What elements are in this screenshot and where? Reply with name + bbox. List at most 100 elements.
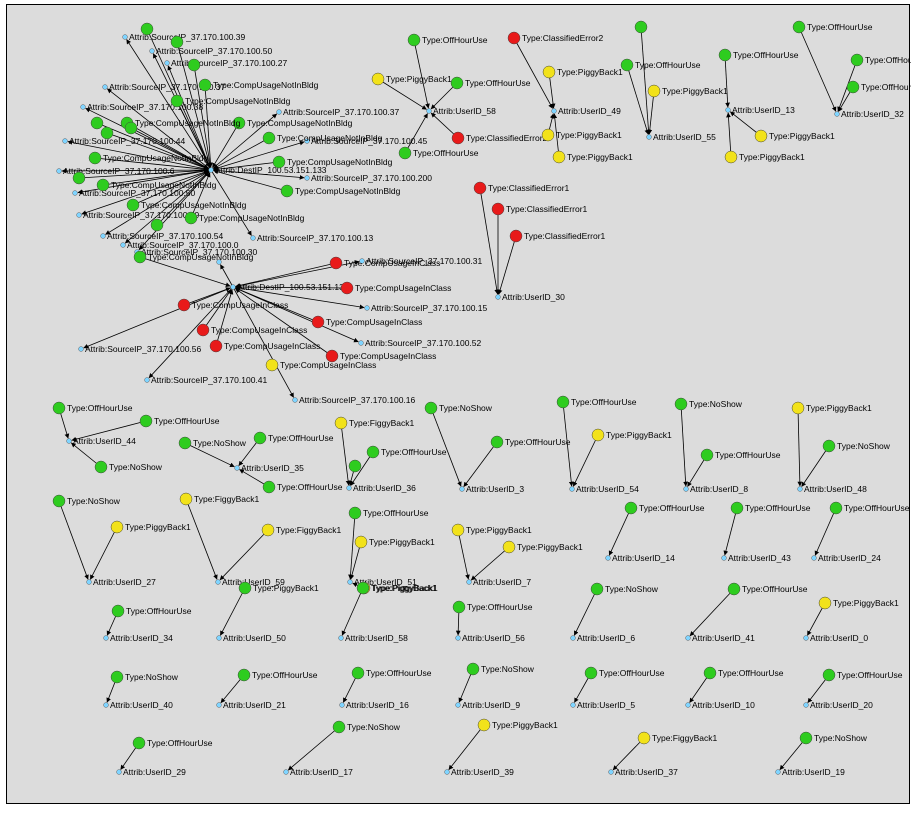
yellow-circle-icon[interactable]	[354, 535, 368, 549]
green-circle-icon[interactable]	[170, 35, 184, 49]
attrib-node[interactable]: Attrib:UserID_56	[455, 633, 526, 643]
red-circle-icon[interactable]	[209, 339, 223, 353]
green-circle-icon[interactable]	[124, 121, 138, 135]
attrib-node[interactable]: Attrib:UserID_19	[775, 767, 846, 777]
attrib-dot-icon[interactable]	[122, 34, 128, 40]
green-circle-icon[interactable]	[356, 581, 370, 595]
green-circle-icon[interactable]	[126, 198, 140, 212]
attrib-node[interactable]: Attrib:SourceIP_37.170.100.56	[78, 344, 202, 354]
type-node[interactable]: Type:PiggyBack1	[356, 581, 437, 595]
attrib-dot-icon[interactable]	[78, 346, 84, 352]
attrib-dot-icon[interactable]	[103, 702, 109, 708]
yellow-circle-icon[interactable]	[754, 129, 768, 143]
yellow-circle-icon[interactable]	[265, 358, 279, 372]
attrib-dot-icon[interactable]	[149, 48, 155, 54]
attrib-node[interactable]: Attrib:SourceIP_37.170.100.13	[250, 233, 374, 243]
green-circle-icon[interactable]	[727, 582, 741, 596]
green-circle-icon[interactable]	[170, 94, 184, 108]
yellow-circle-icon[interactable]	[179, 492, 193, 506]
attrib-dot-icon[interactable]	[56, 168, 62, 174]
attrib-node[interactable]: Attrib:UserID_50	[216, 633, 287, 643]
type-node[interactable]: Type:PiggyBack1	[542, 65, 623, 79]
green-circle-icon[interactable]	[718, 48, 732, 62]
attrib-dot-icon[interactable]	[685, 702, 691, 708]
green-circle-icon[interactable]	[829, 501, 843, 515]
attrib-node[interactable]: Attrib:SourceIP_37.170.100.59	[76, 210, 200, 220]
attrib-dot-icon[interactable]	[283, 769, 289, 775]
yellow-circle-icon[interactable]	[552, 150, 566, 164]
green-circle-icon[interactable]	[198, 78, 212, 92]
green-circle-icon[interactable]	[584, 666, 598, 680]
type-node[interactable]: Type:OffHourUse	[624, 501, 705, 515]
attrib-dot-icon[interactable]	[120, 242, 126, 248]
attrib-dot-icon[interactable]	[834, 111, 840, 117]
attrib-node[interactable]: Attrib:UserID_3	[459, 484, 525, 494]
attrib-dot-icon[interactable]	[292, 397, 298, 403]
type-node[interactable]: Type:NoShow	[110, 670, 179, 684]
type-node[interactable]: Type:OffHourUse	[366, 445, 447, 459]
type-node[interactable]: Type:NoShow	[674, 397, 743, 411]
type-node[interactable]: Type:OffHourUse	[792, 20, 873, 34]
attrib-node[interactable]: Attrib:UserID_39	[444, 767, 515, 777]
attrib-dot-icon[interactable]	[444, 769, 450, 775]
green-circle-icon[interactable]	[150, 218, 164, 232]
green-circle-icon[interactable]	[398, 146, 412, 160]
attrib-node[interactable]: Attrib:UserID_32	[834, 109, 905, 119]
type-node[interactable]: Type:NoShow	[178, 436, 247, 450]
green-circle-icon[interactable]	[348, 506, 362, 520]
attrib-node[interactable]: Attrib:UserID_16	[339, 700, 410, 710]
red-circle-icon[interactable]	[507, 31, 521, 45]
attrib-node[interactable]: Attrib:UserID_0	[803, 633, 869, 643]
green-circle-icon[interactable]	[674, 397, 688, 411]
attrib-dot-icon[interactable]	[208, 167, 214, 173]
yellow-circle-icon[interactable]	[334, 416, 348, 430]
red-circle-icon[interactable]	[177, 298, 191, 312]
type-node[interactable]: Type:CompUsageInClass	[340, 281, 451, 295]
type-node[interactable]	[187, 58, 201, 72]
green-circle-icon[interactable]	[88, 151, 102, 165]
green-circle-icon[interactable]	[332, 720, 346, 734]
green-circle-icon[interactable]	[184, 211, 198, 225]
attrib-dot-icon[interactable]	[116, 769, 122, 775]
attrib-dot-icon[interactable]	[216, 702, 222, 708]
green-circle-icon[interactable]	[52, 494, 66, 508]
attrib-dot-icon[interactable]	[359, 258, 365, 264]
type-node[interactable]: Type:OffHourUse	[730, 501, 811, 515]
type-node[interactable]: Type:ClassifiedError2	[451, 131, 548, 145]
attrib-dot-icon[interactable]	[216, 635, 222, 641]
attrib-dot-icon[interactable]	[102, 84, 108, 90]
type-node[interactable]: Type:PiggyBack1	[724, 150, 805, 164]
attrib-dot-icon[interactable]	[775, 769, 781, 775]
type-node[interactable]	[124, 121, 138, 135]
type-node[interactable]	[90, 116, 104, 130]
type-node[interactable]: Type:CompUsageNotInBldg	[120, 116, 241, 130]
green-circle-icon[interactable]	[178, 436, 192, 450]
yellow-circle-icon[interactable]	[542, 65, 556, 79]
attrib-node[interactable]: Attrib:UserID_55	[646, 132, 717, 142]
attrib-node[interactable]: Attrib:UserID_34	[103, 633, 174, 643]
attrib-node[interactable]: Attrib:UserID_54	[569, 484, 640, 494]
type-node[interactable]: Type:CompUsageInClass	[311, 315, 422, 329]
type-node[interactable]: Type:CompUsageNotInBldg	[170, 94, 291, 108]
type-node[interactable]: Type:PiggyBack1	[371, 72, 452, 86]
attrib-dot-icon[interactable]	[803, 635, 809, 641]
type-node[interactable]: Type:NoShow	[799, 731, 868, 745]
attrib-dot-icon[interactable]	[304, 138, 310, 144]
attrib-dot-icon[interactable]	[608, 769, 614, 775]
attrib-dot-icon[interactable]	[66, 438, 72, 444]
green-circle-icon[interactable]	[280, 184, 294, 198]
attrib-dot-icon[interactable]	[605, 555, 611, 561]
attrib-node[interactable]: Attrib:DestIP_100.53.151.133	[230, 282, 349, 292]
green-circle-icon[interactable]	[139, 414, 153, 428]
green-circle-icon[interactable]	[187, 58, 201, 72]
type-node[interactable]: Type:NoShow	[424, 401, 493, 415]
type-node[interactable]: Type:PiggyBack1	[754, 129, 835, 143]
attrib-node[interactable]: Attrib:UserID_44	[66, 436, 137, 446]
green-circle-icon[interactable]	[111, 604, 125, 618]
attrib-dot-icon[interactable]	[811, 555, 817, 561]
type-node[interactable]: Type:PiggyBack1	[552, 150, 633, 164]
yellow-circle-icon[interactable]	[591, 428, 605, 442]
attrib-dot-icon[interactable]	[347, 579, 353, 585]
attrib-dot-icon[interactable]	[466, 579, 472, 585]
attrib-node[interactable]: Attrib:UserID_51	[347, 577, 418, 587]
